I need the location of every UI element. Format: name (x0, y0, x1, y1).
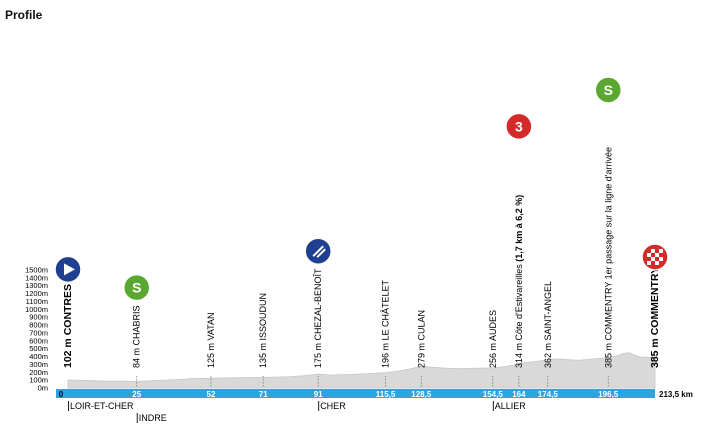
elevation-tick-label: 700m (29, 328, 48, 337)
checkpoint-km-label: 196,5 (598, 390, 619, 399)
icon-symbol: S (132, 280, 141, 296)
checkpoint-label: 385 m COMMENTRY (649, 267, 661, 368)
checkpoint-label-text: 175 m CHEZAL-BENOÎT (313, 268, 323, 368)
department-label: CHER (320, 401, 346, 411)
checkpoint-km-label: 164 (512, 390, 526, 399)
elevation-tick-label: 100m (29, 376, 48, 385)
checkpoint-label-text: 279 m CULAN (416, 310, 426, 368)
icon-badge (594, 76, 623, 104)
checkpoint-label-text: 84 m CHABRIS (132, 305, 142, 368)
checkpoint-label: 314 m Côte d'Estivareilles (1,7 km à 6,2… (514, 195, 524, 368)
checker-square (659, 253, 663, 257)
checkpoint-label: 175 m CHEZAL-BENOÎT (313, 268, 323, 368)
checkpoint-label: 196 m LE CHÂTELET (381, 279, 391, 368)
start-flag-icon (54, 255, 82, 284)
checkpoint-km-label: 128,5 (411, 390, 432, 399)
checkpoint-label: 279 m CULAN (416, 310, 426, 368)
checker-square (647, 249, 651, 253)
checker-square (655, 249, 659, 253)
elevation-tick-label: 200m (29, 368, 48, 377)
elevation-tick-label: 800m (29, 321, 48, 330)
checkpoint-km-label: 25 (132, 390, 141, 399)
elevation-tick-label: 500m (29, 344, 48, 353)
icon-symbol: S (604, 82, 613, 98)
total-distance-label: 213,5 km (659, 390, 693, 399)
checker-square (651, 261, 655, 265)
checker-square (655, 261, 659, 265)
checkpoint-label-text: 135 m ISSOUDUN (258, 293, 268, 368)
elevation-tick-label: 1400m (25, 273, 48, 282)
checkpoint-label: 256 m AUDES (488, 310, 498, 368)
checker-square (655, 257, 659, 261)
start-km-label: 0 (59, 390, 64, 399)
icon-badge (122, 273, 151, 302)
climb-note: (1,7 km à 6,2 %) (514, 195, 524, 265)
elevation-tick-label: 400m (29, 352, 48, 361)
checker-square (655, 253, 659, 257)
checker-square (651, 249, 655, 253)
checker-square (651, 253, 655, 257)
checkpoint-label-text: 385 m COMMENTRY 1er passage sur la ligne… (603, 147, 613, 368)
sprint-icon: S (122, 273, 151, 302)
elevation-tick-label: 1300m (25, 281, 48, 290)
checker-square (647, 261, 651, 265)
checkpoint-km-label: 174,5 (538, 390, 559, 399)
checkpoint-label-text: 102 m CONTRES (62, 284, 74, 368)
department-label: INDRE (139, 413, 167, 423)
feed-zone-icon (304, 237, 332, 265)
finish-flag-icon (641, 243, 669, 271)
checkpoint-label: 135 m ISSOUDUN (258, 293, 268, 368)
checker-square (659, 249, 663, 253)
elevation-tick-label: 1100m (26, 297, 48, 306)
checkpoint-label: 362 m SAINT-ANGEL (543, 281, 553, 368)
climb-category-3-icon: 3 (505, 112, 533, 141)
checkpoint-label-text: 385 m COMMENTRY (649, 267, 661, 368)
page-title: Profile (5, 8, 43, 22)
play-triangle (64, 263, 75, 276)
elevation-profile-area (67, 352, 656, 389)
elevation-tick-label: 300m (29, 360, 48, 369)
checkpoint-km-label: 154,5 (483, 390, 504, 399)
checkpoint-label-text: 362 m SAINT-ANGEL (543, 281, 553, 368)
elevation-tick-label: 900m (29, 313, 48, 322)
feed-stroke (312, 245, 324, 257)
checkpoint-label: 125 m VATAN (206, 312, 216, 368)
checkpoint-label-text: 256 m AUDES (488, 310, 498, 368)
checkpoint-label-text: 196 m LE CHÂTELET (381, 279, 391, 368)
elevation-tick-label: 600m (29, 336, 48, 345)
elevation-tick-label: 1000m (25, 305, 48, 314)
elevation-tick-label: 0m (38, 384, 48, 393)
checkpoint-label: 385 m COMMENTRY 1er passage sur la ligne… (603, 147, 613, 368)
elevation-tick-label: 1500m (25, 266, 48, 275)
checker-square (659, 261, 663, 265)
elevation-tick-label: 1200m (25, 289, 48, 298)
checker-square (647, 253, 651, 257)
checker-square (647, 257, 651, 261)
checkpoint-km-label: 115,5 (376, 390, 396, 399)
checkpoint-km-label: 91 (314, 390, 323, 399)
checkpoint-label-text: 125 m VATAN (206, 312, 216, 368)
feed-stroke (316, 248, 326, 258)
icon-badge (505, 112, 533, 141)
checkpoint-km-label: 52 (207, 390, 216, 399)
sprint-icon: S (594, 76, 623, 104)
checkpoint-label: 84 m CHABRIS (132, 305, 142, 368)
checkpoint-km-label: 71 (259, 390, 268, 399)
checkpoint-label-text: 314 m Côte d'Estivareilles (514, 264, 524, 368)
checkpoint-label: 102 m CONTRES (62, 284, 74, 368)
department-label: LOIR-ET-CHER (70, 401, 134, 411)
distance-bar (56, 389, 655, 398)
checker-square (651, 257, 655, 261)
icon-symbol: 3 (515, 118, 523, 134)
checker-square (659, 257, 663, 261)
department-label: ALLIER (495, 401, 527, 411)
